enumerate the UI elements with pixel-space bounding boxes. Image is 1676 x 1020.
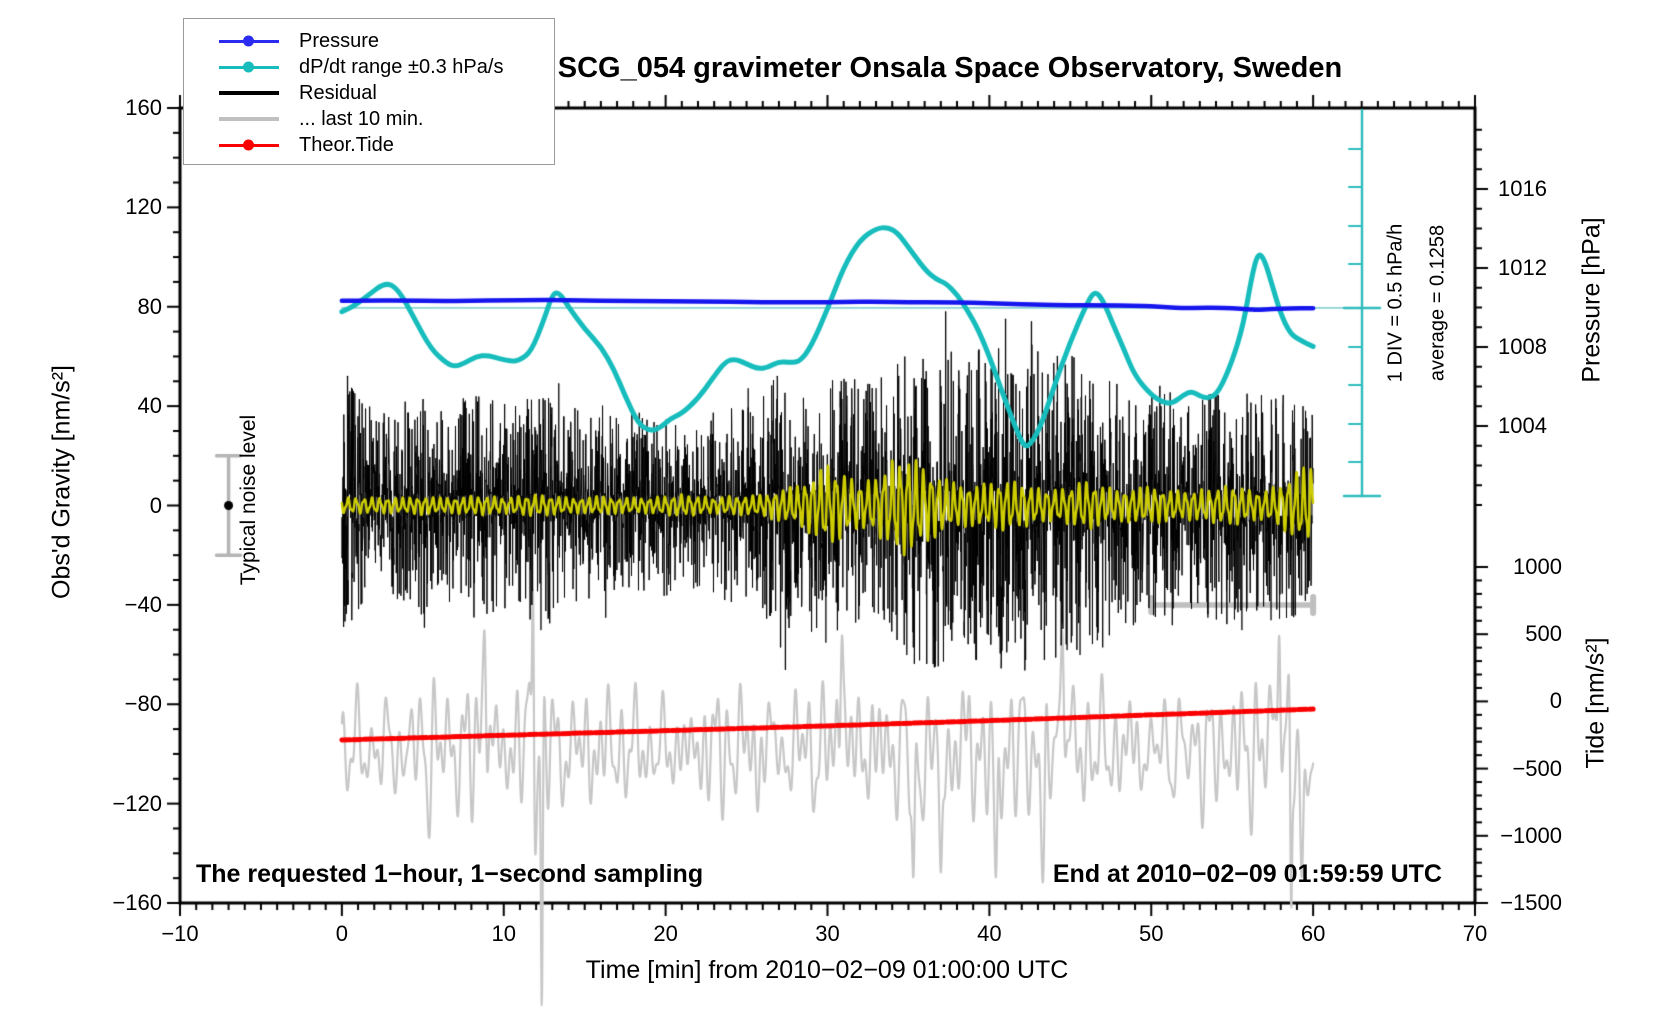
gravity-axis-title: Obs'd Gravity [nm/s²] xyxy=(47,365,76,599)
legend-item-residual: Residual xyxy=(184,80,554,106)
legend-item-theortide: Theor.Tide xyxy=(184,132,554,158)
legend-label: ... last 10 min. xyxy=(299,107,424,130)
pressure-dot-icon xyxy=(243,35,254,47)
sampling-note: The requested 1−hour, 1−second sampling xyxy=(196,860,704,888)
chart-title: SCG_054 gravimeter Onsala Space Observat… xyxy=(557,52,1343,84)
legend-item-pressure: Pressure xyxy=(184,28,554,54)
legend-label: Residual xyxy=(299,81,377,104)
end-time-note: End at 2010−02−09 01:59:59 UTC xyxy=(1052,860,1442,888)
pressure-axis-title: Pressure [hPa] xyxy=(1577,217,1606,383)
residual-line-swatch xyxy=(219,90,279,96)
legend-item-dpdt: dP/dt range ±0.3 hPa/s xyxy=(184,54,554,80)
legend-label: dP/dt range ±0.3 hPa/s xyxy=(299,55,504,78)
dpdt-dot-icon xyxy=(243,61,254,73)
last10min-line-swatch xyxy=(219,116,279,122)
legend-box: Pressure dP/dt range ±0.3 hPa/s Residual… xyxy=(183,18,555,165)
legend-label: Pressure xyxy=(299,29,380,52)
tide-axis-title: Tide [nm/s²] xyxy=(1581,637,1610,769)
legend-label: Theor.Tide xyxy=(299,133,394,156)
div-scale-annotation: 1 DIV = 0.5 hPa/h xyxy=(1384,223,1407,383)
legend-item-last10min: ... last 10 min. xyxy=(184,106,554,132)
theortide-dot-icon xyxy=(243,139,254,151)
average-annotation: average = 0.1258 xyxy=(1426,224,1449,382)
noise-level-annotation: Typical noise level xyxy=(237,414,260,586)
time-axis-title: Time [min] from 2010−02−09 01:00:00 UTC xyxy=(585,956,1069,984)
